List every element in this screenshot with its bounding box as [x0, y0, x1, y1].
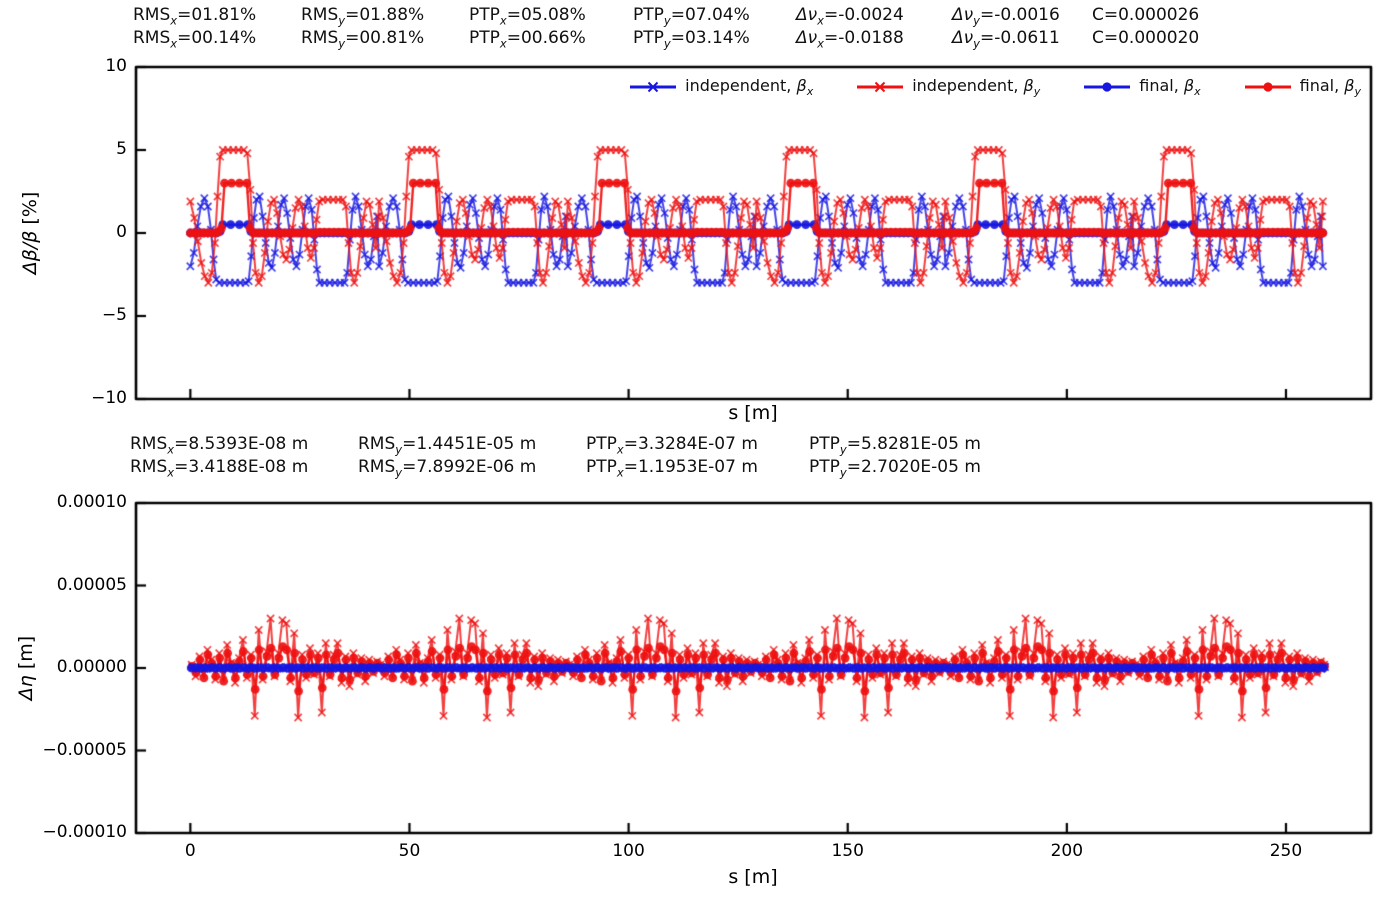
legend: independent, βx independent, βy final, β…	[630, 76, 1361, 98]
stat-eta-rms-y-r1: RMSy=1.4451E-05 m	[358, 434, 537, 457]
stat-ptp-y-r1: PTPy=07.04%	[633, 5, 750, 28]
ytick-label: −10	[91, 388, 127, 409]
legend-line-x-marker-icon	[630, 81, 677, 93]
stat-eta-ptp-x-r2: PTPx=1.1953E-07 m	[586, 457, 758, 480]
ytick-label: −0.00005	[42, 739, 127, 760]
stat-eta-rms-x-r1: RMSx=8.5393E-08 m	[130, 434, 309, 457]
stat-dnu-x-r1: Δνx=-0.0024	[796, 5, 904, 28]
bottom-x-axis-label: s [m]	[728, 866, 778, 888]
stat-c-r2: C=0.000020	[1092, 28, 1200, 48]
top-x-axis-label: s [m]	[728, 402, 778, 424]
legend-label: independent, βy	[912, 76, 1041, 99]
stat-rms-y-r2: RMSy=00.81%	[301, 28, 425, 51]
ytick-label: 0.00010	[56, 492, 127, 513]
xtick-label: 100	[612, 841, 645, 861]
legend-item-independent-beta-y: independent, βy	[857, 76, 1040, 98]
legend-label: independent, βx	[685, 76, 814, 99]
ytick-label: −0.00010	[42, 822, 127, 843]
stat-ptp-x-r1: PTPx=05.08%	[469, 5, 586, 28]
stat-eta-rms-y-r2: RMSy=7.8992E-06 m	[358, 457, 537, 480]
stat-eta-ptp-x-r1: PTPx=3.3284E-07 m	[586, 434, 758, 457]
legend-item-independent-beta-x: independent, βx	[630, 76, 813, 98]
bottom-y-axis-label: Δη [m]	[15, 635, 37, 701]
stat-rms-x-r2: RMSx=00.14%	[133, 28, 257, 51]
ytick-label: −5	[101, 305, 127, 326]
ytick-label: 10	[105, 56, 127, 77]
stat-ptp-y-r2: PTPy=03.14%	[633, 28, 750, 51]
stat-rms-x-r1: RMSx=01.81%	[133, 5, 257, 28]
top-y-axis-label: Δβ/β [%]	[19, 191, 41, 275]
stat-rms-y-r1: RMSy=01.88%	[301, 5, 425, 28]
ytick-label: 0.00000	[56, 657, 127, 678]
xtick-label: 50	[398, 841, 421, 861]
ytick-label: 5	[116, 139, 127, 160]
ytick-label: 0.00005	[56, 574, 127, 595]
ytick-label: 0	[116, 222, 127, 243]
stat-dnu-x-r2: Δνx=-0.0188	[796, 28, 904, 51]
stat-dnu-y-r2: Δνy=-0.0611	[952, 28, 1060, 51]
legend-line-circle-marker-icon	[1084, 82, 1131, 92]
stat-c-r1: C=0.000026	[1092, 5, 1200, 25]
legend-line-x-marker-icon	[857, 81, 904, 93]
stat-eta-rms-x-r2: RMSx=3.4188E-08 m	[130, 457, 309, 480]
legend-line-circle-marker-icon	[1244, 82, 1291, 92]
xtick-label: 200	[1050, 841, 1084, 861]
stat-dnu-y-r1: Δνy=-0.0016	[952, 5, 1060, 28]
legend-label: final, βx	[1139, 76, 1201, 99]
xtick-label: 0	[184, 841, 196, 861]
legend-item-final-beta-y: final, βy	[1244, 76, 1361, 99]
stat-eta-ptp-y-r2: PTPy=2.7020E-05 m	[809, 457, 981, 480]
stat-eta-ptp-y-r1: PTPy=5.8281E-05 m	[809, 434, 981, 457]
legend-item-final-beta-x: final, βx	[1084, 76, 1201, 99]
xtick-label: 150	[831, 841, 864, 861]
stat-ptp-x-r2: PTPx=00.66%	[469, 28, 586, 51]
legend-label: final, βy	[1299, 76, 1361, 99]
xtick-label: 250	[1269, 841, 1303, 861]
